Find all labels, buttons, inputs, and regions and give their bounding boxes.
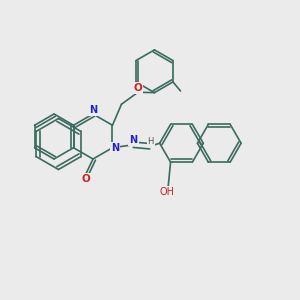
- Text: O: O: [81, 174, 90, 184]
- Text: O: O: [134, 83, 142, 93]
- Text: N: N: [111, 143, 119, 153]
- Text: N: N: [89, 105, 97, 116]
- Text: H: H: [147, 137, 154, 146]
- Text: OH: OH: [159, 187, 174, 197]
- Text: N: N: [129, 135, 137, 145]
